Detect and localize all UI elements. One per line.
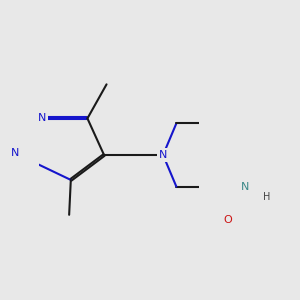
Text: H: H (263, 192, 271, 203)
Text: N: N (159, 150, 167, 160)
Text: N: N (38, 113, 47, 123)
Text: O: O (224, 215, 232, 225)
Text: N: N (241, 182, 250, 192)
Text: N: N (11, 148, 19, 158)
